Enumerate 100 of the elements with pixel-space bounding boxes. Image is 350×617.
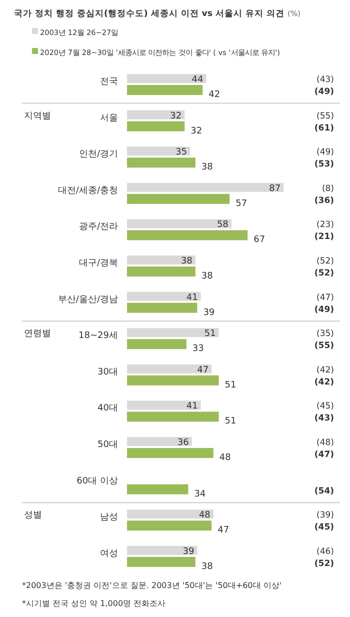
bar: [127, 110, 185, 120]
text: (36): [314, 196, 334, 206]
data-label: 38: [201, 562, 214, 572]
bar: [127, 292, 201, 301]
bar: [127, 556, 196, 567]
text: *2003년은 '충청권 이전'으로 질문. 2003년 '50대'는 '50대+60대 이상': [22, 581, 282, 590]
text: (55): [314, 341, 334, 352]
bar: [127, 437, 192, 446]
bar: [127, 412, 219, 422]
bar: [127, 256, 196, 264]
data-label: 47: [197, 365, 209, 376]
text: (42): [316, 365, 334, 376]
data-label: 33: [192, 344, 204, 354]
text: (48): [316, 438, 334, 448]
data-label: 38: [201, 272, 214, 282]
data-label: 35: [176, 148, 187, 158]
data-label: 39: [203, 308, 215, 318]
bar: [127, 158, 196, 168]
y-tick-label: 60대 이상: [76, 476, 118, 486]
bar: [127, 266, 196, 276]
bar: [127, 121, 185, 132]
bar: [127, 230, 248, 240]
text: (39): [316, 510, 334, 521]
text: (45): [316, 402, 334, 412]
bar: [127, 546, 198, 555]
text: (49): [314, 87, 334, 97]
y-tick-label: 부산/울산/경남: [58, 294, 118, 305]
bar: [127, 484, 188, 494]
text: (53): [314, 160, 334, 170]
y-tick-label: 50대: [98, 440, 118, 450]
y-tick-label: 남성: [100, 512, 118, 523]
text: (52): [314, 558, 334, 569]
text: (52): [314, 268, 334, 278]
text: 성별: [24, 510, 42, 521]
bar: [127, 375, 219, 386]
bar: [127, 74, 206, 83]
data-label: 36: [177, 438, 190, 448]
bar: [127, 302, 198, 313]
text: 연령별: [24, 329, 51, 340]
y-tick-label: 대전/세종/충청: [58, 186, 118, 196]
text: 지역별: [24, 111, 51, 122]
data-label: 44: [192, 75, 204, 85]
text: (46): [316, 546, 334, 557]
text: (49): [314, 304, 334, 315]
text: (47): [316, 292, 334, 303]
data-label: 38: [201, 162, 214, 173]
bar: [127, 448, 214, 458]
bar: [127, 364, 212, 374]
text: (43): [316, 75, 334, 85]
text: (8): [322, 184, 334, 194]
data-label: 87: [269, 184, 281, 194]
text: (23): [316, 220, 334, 230]
chart-title: 국가 정치 행정 중심지(행정수도) 세종시 이전 vs 서울시 유지 의견: [14, 9, 284, 19]
data-label: 34: [194, 489, 206, 500]
data-label: 39: [182, 546, 194, 557]
y-tick-label: 대구/경북: [78, 258, 118, 268]
bar: [127, 146, 190, 156]
data-label: 67: [254, 235, 266, 246]
bar: [127, 219, 232, 228]
data-label: 57: [236, 198, 248, 209]
text: (49): [316, 148, 334, 158]
data-label: 48: [198, 510, 211, 521]
data-label: 51: [224, 416, 236, 427]
text: (45): [314, 522, 334, 533]
data-label: 32: [170, 111, 182, 122]
data-label: 58: [216, 220, 229, 230]
text: (52): [316, 256, 334, 266]
y-tick-label: 전국: [100, 77, 118, 87]
bar: [127, 194, 230, 204]
data-label: 48: [219, 453, 232, 463]
y-tick-label: 인천/경기: [78, 150, 118, 160]
text: (61): [314, 123, 334, 134]
data-label: 32: [190, 126, 202, 136]
text: (47): [314, 450, 334, 460]
text: (43): [314, 414, 334, 424]
bar: [127, 182, 284, 192]
text: *시기별 전국 성인 약 1,000명 전화조사: [22, 599, 166, 608]
y-tick-label: 광주/전라: [78, 222, 118, 232]
data-label: 51: [204, 329, 216, 340]
y-tick-label: 30대: [98, 367, 118, 378]
y-tick-label: 서울: [100, 113, 118, 124]
text: (54): [314, 486, 334, 496]
data-label: 38: [180, 256, 193, 266]
bar: [127, 520, 212, 531]
data-label: 42: [208, 90, 220, 100]
data-label: 47: [218, 526, 230, 536]
y-tick-label: 40대: [98, 404, 118, 414]
data-label: 41: [186, 402, 198, 412]
y-tick-label: 여성: [100, 548, 118, 559]
bar: [127, 510, 214, 519]
text: (42): [314, 377, 334, 388]
data-label: 41: [186, 292, 198, 303]
text: (55): [316, 111, 334, 122]
bar: [127, 400, 201, 410]
text: (35): [316, 329, 334, 340]
text: (21): [314, 232, 334, 242]
data-label: 51: [224, 380, 236, 390]
bar: [127, 85, 203, 95]
y-tick-label: 18~29세: [78, 331, 118, 342]
bar: [127, 328, 219, 338]
